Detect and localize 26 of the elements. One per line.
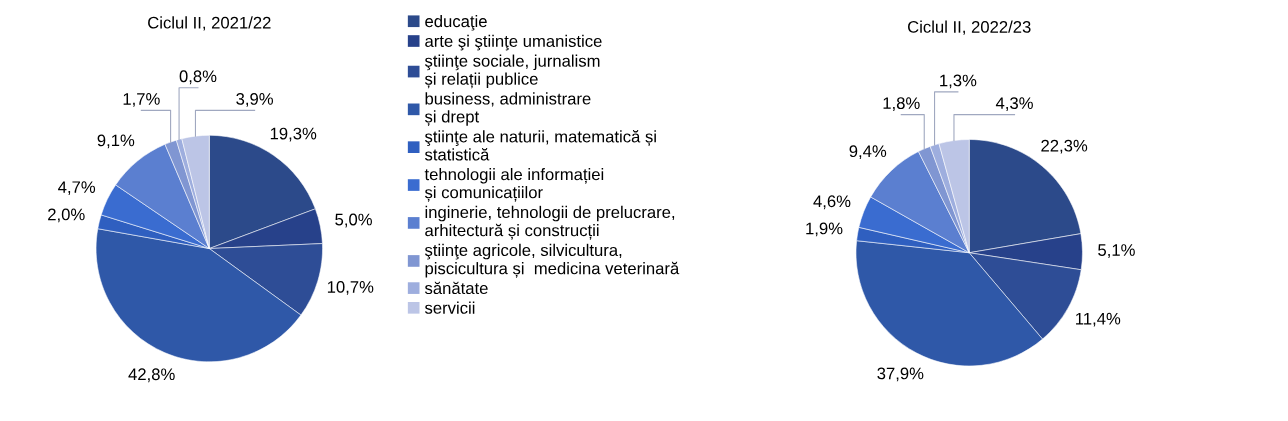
data-label: 4,7% [58,181,96,195]
data-label: 4,3% [995,97,1033,111]
data-label: 1,7% [123,93,160,107]
data-label: 42,8% [128,368,175,383]
chart-title: Ciclul II, 2022/23 [908,20,1031,35]
data-label: 1,3% [940,74,977,89]
data-label: 9,4% [849,145,887,160]
data-label: 5,0% [335,213,372,228]
data-label: 19,3% [270,127,317,142]
data-label: 5,1% [1098,244,1135,258]
data-label: 11,4% [1076,312,1121,327]
data-label: 2,0% [48,208,85,223]
legend-label: educaţie [425,15,487,31]
data-label: 37,9% [877,367,924,382]
data-label: 10,7% [327,281,374,295]
legend-label: arte şi ştiinţe umanistice [425,34,602,51]
data-label: 9,1% [97,134,135,149]
data-label: 1,8% [883,97,920,111]
data-label: 4,6% [813,195,851,210]
data-label: 3,9% [236,93,273,107]
legend-label: sănătate [424,281,488,295]
legend-label: servicii [424,301,475,314]
data-label: 22,3% [1041,139,1088,154]
data-label: 1,9% [806,222,843,237]
chart-title: Ciclul II, 2021/22 [148,16,271,31]
data-label: 0,8% [179,70,217,85]
